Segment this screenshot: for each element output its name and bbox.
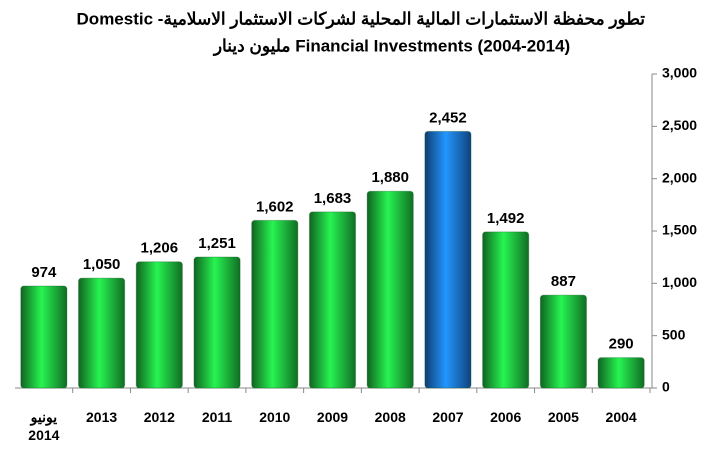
y-tick-label: 1,000 [662,274,697,290]
bar [597,357,645,389]
value-label: 1,602 [256,198,294,215]
bar [539,294,587,389]
y-tick-label: 500 [662,326,686,342]
value-label: 290 [609,336,634,353]
value-label: 1,880 [371,169,409,186]
value-label: 1,683 [314,190,352,207]
y-tick-label: 1,500 [662,222,697,238]
bar [20,285,68,389]
x-tick-label: 2010 [259,409,291,425]
bar [366,190,414,389]
value-label: 1,492 [487,210,525,227]
x-tick-label: 2005 [547,409,579,425]
bar [135,261,183,389]
bar [193,256,241,389]
chart-subtitle: مليون دينار Financial Investments (2004-… [212,36,570,56]
x-tick-label: 2009 [316,409,349,425]
bar [308,211,357,389]
x-tick-label: 2008 [374,409,406,425]
x-tick-label: 2006 [490,409,522,425]
bar [482,231,530,389]
value-label: 887 [551,273,576,290]
y-tick-label: 3,000 [662,65,697,81]
y-tick-label: 0 [662,379,670,395]
bar [251,219,299,389]
x-tick-label: 2011 [201,409,233,425]
x-tick-label: 2012 [143,409,175,425]
value-label: 1,251 [198,235,236,252]
value-label: 2,452 [429,109,467,126]
y-tick-label: 2,500 [662,117,697,133]
chart-title: Domestic -تطور محفظة الاستثمارات المالية… [77,9,646,29]
x-tick-label: 2004 [605,409,637,425]
value-label: 1,206 [141,240,179,257]
bar [424,130,472,389]
value-label: 1,050 [83,256,121,273]
bar [78,277,126,389]
x-tick-label: 2013 [86,409,118,425]
x-tick-label: يونيو 2014 [28,409,60,443]
x-tick-label: 2007 [432,409,464,425]
value-label: 974 [31,264,57,281]
y-tick-label: 2,000 [662,169,697,185]
